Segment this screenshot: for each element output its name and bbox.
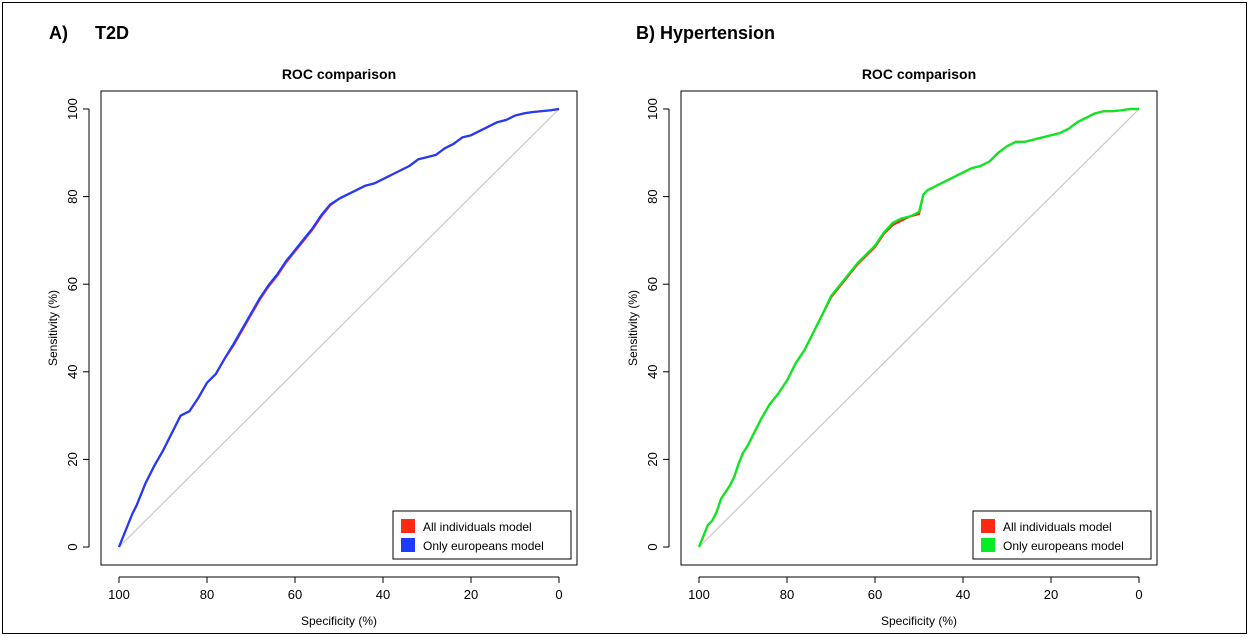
x-axis-label: Specificity (%) xyxy=(881,614,957,628)
x-tick-label: 80 xyxy=(780,587,794,602)
x-tick-label: 60 xyxy=(868,587,882,602)
x-tick-label: 20 xyxy=(464,587,478,602)
roc-curve-series-2 xyxy=(117,107,560,548)
plot-area xyxy=(680,90,1158,566)
roc-curve-series-2 xyxy=(697,107,1139,548)
diagonal-reference-line xyxy=(698,108,1140,548)
y-tick-label: 100 xyxy=(645,98,660,120)
y-tick-label: 40 xyxy=(645,365,660,379)
legend-swatch xyxy=(401,519,415,533)
diagonal-reference-line xyxy=(118,108,560,548)
legend xyxy=(972,510,1152,560)
legend-swatch xyxy=(981,538,995,552)
y-tick-label: 20 xyxy=(65,452,80,466)
x-tick-label: 60 xyxy=(288,587,302,602)
legend-label: Only europeans model xyxy=(1003,539,1124,553)
y-tick-label: 100 xyxy=(65,98,80,120)
plot-area xyxy=(100,90,578,566)
panel-a-title: T2D xyxy=(95,23,130,43)
legend-label: All individuals model xyxy=(1003,520,1112,534)
y-tick-label: 80 xyxy=(65,189,80,203)
legend-label: Only europeans model xyxy=(423,539,544,553)
x-tick-label: 40 xyxy=(376,587,390,602)
x-tick-label: 20 xyxy=(1044,587,1058,602)
legend-swatch xyxy=(401,538,415,552)
x-axis-label: Specificity (%) xyxy=(301,614,377,628)
x-tick-label: 0 xyxy=(555,587,562,602)
y-tick-label: 80 xyxy=(645,189,660,203)
x-tick-label: 0 xyxy=(1135,587,1142,602)
legend xyxy=(392,510,572,560)
x-tick-label: 40 xyxy=(956,587,970,602)
y-tick-label: 0 xyxy=(645,543,660,550)
x-tick-label: 100 xyxy=(108,587,130,602)
y-axis-label: Sensitivity (%) xyxy=(46,290,60,366)
x-tick-label: 80 xyxy=(200,587,214,602)
legend-label: All individuals model xyxy=(423,520,532,534)
panel-b-label: B) Hypertension xyxy=(636,23,776,43)
roc-chart-t2d: ROC comparison 100 80 60 40 20 0 Specificity (%… xyxy=(46,66,578,628)
x-tick-label: 100 xyxy=(688,587,710,602)
y-tick-label: 60 xyxy=(65,277,80,291)
y-axis-label: Sensitivity (%) xyxy=(626,290,640,366)
panel-a-label: A) xyxy=(49,23,68,43)
legend-swatch xyxy=(981,519,995,533)
y-tick-label: 20 xyxy=(645,452,660,466)
y-tick-label: 40 xyxy=(65,365,80,379)
chart-title: ROC comparison xyxy=(862,66,976,82)
chart-title: ROC comparison xyxy=(282,66,396,82)
y-tick-label: 0 xyxy=(65,543,80,550)
y-tick-label: 60 xyxy=(645,277,660,291)
roc-chart-hypertension: ROC comparison 100 80 60 40 20 0 Specificity (%… xyxy=(626,66,1158,628)
